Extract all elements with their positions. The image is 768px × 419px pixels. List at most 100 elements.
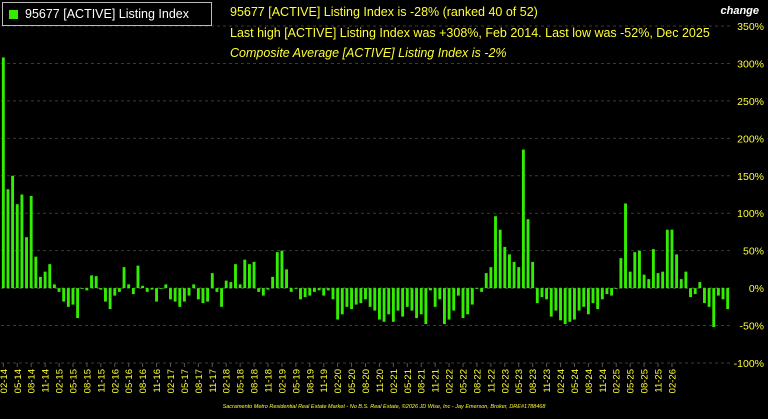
bar [698,282,702,289]
x-tick-label: 11-25 [654,369,665,393]
bar [554,288,558,311]
bar [526,219,530,289]
bar [206,288,210,302]
bar [127,284,131,289]
bar [679,279,683,289]
bar [647,279,651,289]
x-tick-label: 11-16 [152,369,163,393]
bar [503,246,507,289]
bar [280,250,284,289]
x-tick-label: 08-24 [584,369,595,393]
bar [591,288,595,304]
y-tick-label: 300% [737,58,764,70]
bar [261,288,265,296]
bar [401,288,405,317]
bar [299,288,302,300]
x-tick-label: 02-17 [166,369,177,393]
bar [66,288,70,307]
bar [447,288,451,320]
y-tick-label: 350% [737,21,764,33]
bar [308,288,312,296]
bar [247,264,251,289]
bar [150,288,154,290]
bar [498,229,502,289]
bar [429,288,432,291]
bar [484,273,488,289]
bar [642,274,646,289]
bar [243,259,247,289]
bar [651,249,655,289]
y-tick-label: 50% [743,246,764,258]
x-tick-label: 08-22 [472,369,483,393]
bar [531,261,535,289]
x-tick-label: 08-16 [138,369,149,393]
x-tick-label: 05-15 [68,369,79,393]
bar [382,288,386,322]
bar [600,288,604,300]
bar [480,288,484,292]
bar [675,254,679,289]
bar [614,288,618,289]
x-tick-label: 02-22 [445,369,456,393]
x-tick-label: 02-14 [0,369,10,393]
bar [71,288,75,305]
bar [475,288,479,289]
bar [470,288,474,305]
bar [224,280,228,289]
bar [85,288,89,291]
bar [57,288,61,292]
bar [605,288,609,295]
bar [716,288,720,296]
x-tick-label: 11-18 [263,369,274,393]
bar [665,229,669,289]
bar [52,284,56,289]
gridlines [1,25,730,364]
bar [582,288,586,307]
bar [104,288,107,302]
x-tick-label: 11-21 [431,369,442,393]
bar [345,288,349,307]
bar [113,288,117,296]
x-tick-label: 08-20 [361,369,372,393]
bar [377,288,381,320]
bar [656,273,660,289]
y-axis-ticks: 350% 300% 250% 200% 150% 100% 50% 0% -50% -100% [734,21,764,370]
legend-label: 95677 [ACTIVE] Listing Index [25,7,189,21]
bar [196,288,200,300]
x-axis-ticks: 02-14 05-14 08-14 11-14 02-15 05-15 08-15 11-15… [0,363,678,393]
bar [540,288,544,298]
bar [396,288,400,311]
bar [178,288,182,307]
bar [726,288,730,310]
bar [15,204,19,289]
bar [452,288,456,311]
bar [271,276,275,289]
bar [285,269,288,289]
x-tick-label: 11-22 [486,369,497,393]
bar [117,288,121,292]
bar [586,288,590,315]
bar [624,203,627,289]
x-tick-label: 11-17 [208,369,219,393]
headline-high-low: Last high [ACTIVE] Listing Index was +30… [230,26,710,40]
bar [336,288,340,320]
bar [220,288,223,307]
bar [136,265,140,289]
bar [6,189,10,289]
bar [494,216,497,289]
bar [169,288,172,300]
bar [62,288,66,302]
y-tick-label: 250% [737,96,764,108]
bar [387,288,391,315]
x-tick-label: 08-25 [640,369,651,393]
bar [559,288,562,321]
bar [517,267,521,289]
bar [508,254,511,289]
bar [373,288,377,311]
x-tick-label: 02-21 [389,369,400,393]
bar [303,288,307,298]
bar [1,57,5,289]
bar [141,285,145,289]
x-tick-label: 02-23 [500,369,511,393]
